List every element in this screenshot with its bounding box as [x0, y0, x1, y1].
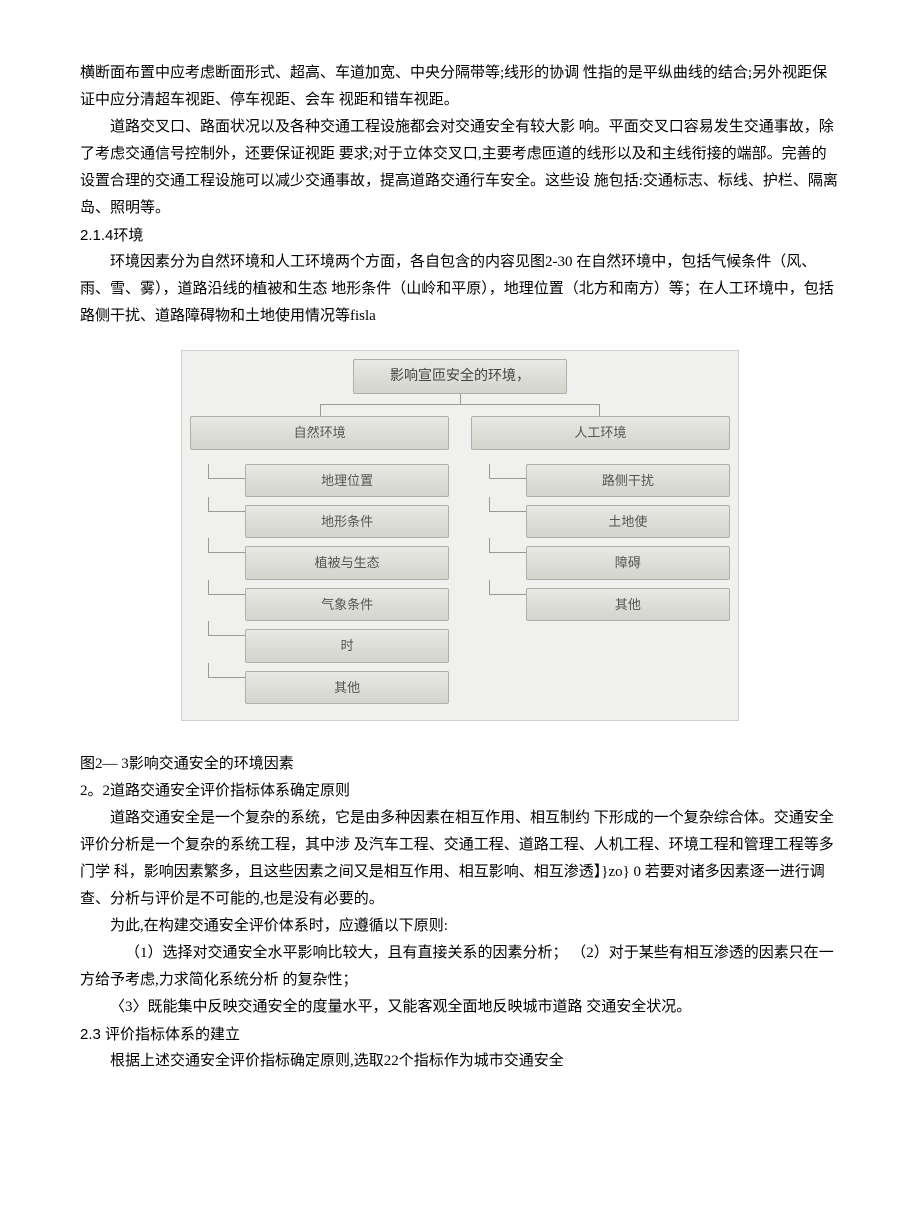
paragraph: 横断面布置中应考虑断面形式、超高、车道加宽、中央分隔带等;线形的协调 性指的是平… [80, 60, 840, 114]
diagram-child-node: 时 [245, 629, 449, 662]
paragraph: 道路交通安全是一个复杂的系统，它是由多种因素在相互作用、相互制约 下形成的一个复… [80, 805, 840, 913]
diagram-child-node: 地理位置 [245, 464, 449, 497]
section-heading-22: 2。2道路交通安全评价指标体系确定原则 [80, 778, 840, 805]
figure-caption: 图2— 3影响交通安全的环境因素 [80, 751, 840, 778]
paragraph: 根据上述交通安全评价指标确定原则,选取22个指标作为城市交通安全 [80, 1048, 840, 1075]
diagram-child-row: 地形条件 [190, 505, 449, 538]
section-heading-214: 2.1.4环境 [80, 222, 840, 249]
paragraph: 为此,在构建交通安全评价体系时，应遵循以下原则: [80, 913, 840, 940]
diagram-child-row: 植被与生态 [190, 546, 449, 579]
diagram-child-row: 其他 [471, 588, 730, 621]
diagram-root-node: 影响宣匝安全的环境， [353, 359, 567, 394]
list-item: （1）选择对交通安全水平影响比较大，且有直接关系的因素分析； （2）对于某些有相… [80, 940, 840, 994]
diagram-child-node: 其他 [245, 671, 449, 704]
diagram-child-row: 其他 [190, 671, 449, 704]
paragraph: 环境因素分为自然环境和人工环境两个方面，各自包含的内容见图2-30 在自然环境中… [80, 249, 840, 330]
diagram-child-row: 障碍 [471, 546, 730, 579]
diagram-left-head: 自然环境 [190, 416, 449, 449]
diagram-right-branch: 人工环境 路侧干扰土地使障碍其他 [471, 416, 730, 712]
paragraph: 道路交叉口、路面状况以及各种交通工程设施都会对交通安全有较大影 响。平面交叉口容… [80, 114, 840, 222]
diagram-child-node: 其他 [526, 588, 730, 621]
diagram-child-node: 地形条件 [245, 505, 449, 538]
diagram-child-row: 气象条件 [190, 588, 449, 621]
diagram-child-row: 时 [190, 629, 449, 662]
diagram-right-head: 人工环境 [471, 416, 730, 449]
section-heading-23: 2.3 评价指标体系的建立 [80, 1021, 840, 1048]
environment-diagram: 影响宣匝安全的环境， 自然环境 地理位置地形条件植被与生态气象条件时其他 人工环… [181, 350, 739, 721]
diagram-child-row: 路侧干扰 [471, 464, 730, 497]
diagram-child-node: 土地使 [526, 505, 730, 538]
diagram-left-branch: 自然环境 地理位置地形条件植被与生态气象条件时其他 [190, 416, 449, 712]
diagram-child-node: 植被与生态 [245, 546, 449, 579]
diagram-child-row: 土地使 [471, 505, 730, 538]
diagram-child-node: 气象条件 [245, 588, 449, 621]
diagram-child-node: 障碍 [526, 546, 730, 579]
diagram-child-row: 地理位置 [190, 464, 449, 497]
diagram-child-node: 路侧干扰 [526, 464, 730, 497]
list-item: 〈3〉既能集中反映交通安全的度量水平，又能客观全面地反映城市道路 交通安全状况。 [80, 994, 840, 1021]
